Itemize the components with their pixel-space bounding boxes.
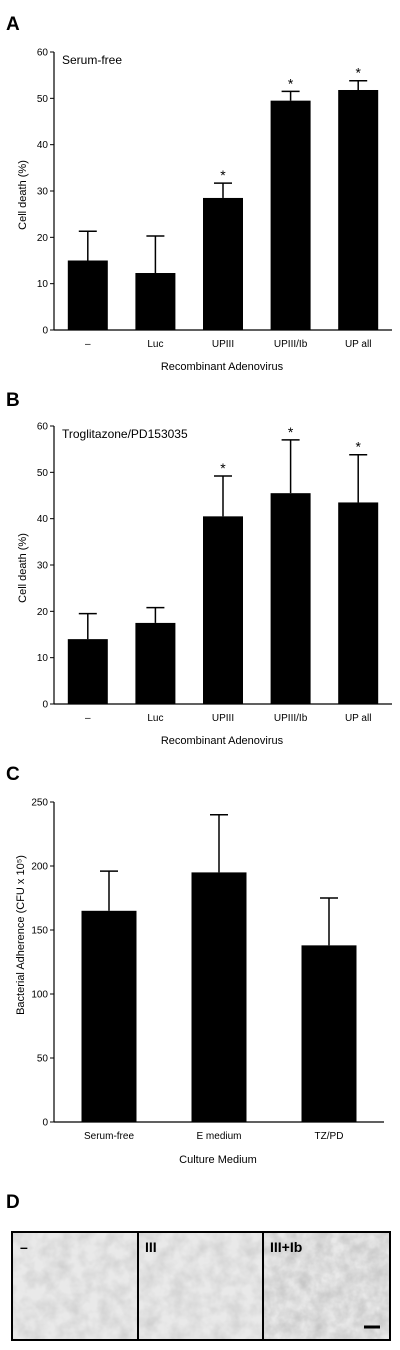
chart-c-x-label: Culture Medium: [179, 1154, 257, 1166]
chart-b: Troglitazone/PD153035 Cell death (%) Rec…: [17, 422, 392, 747]
chart-a-x-tick-label: Luc: [147, 339, 163, 350]
chart-a-bar: [270, 100, 311, 331]
chart-b-y-label: Cell death (%): [17, 533, 29, 603]
chart-b-y-tick-label: 30: [37, 561, 49, 572]
chart-c-x-tick-label: E medium: [196, 1131, 241, 1142]
chart-b-significance-marker: *: [355, 439, 361, 455]
chart-b-significance-marker: *: [220, 460, 226, 476]
chart-c-y-tick-label: 250: [31, 798, 48, 809]
chart-b-bar: [270, 493, 311, 704]
chart-c-y-tick-label: 0: [42, 1118, 48, 1129]
chart-a-y-label: Cell death (%): [17, 160, 29, 230]
chart-a-x-tick-label: UPIII/Ib: [274, 339, 308, 350]
chart-a: Serum-free Cell death (%) Recombinant Ad…: [17, 48, 392, 373]
chart-a-y-tick-label: 60: [37, 48, 49, 59]
micrograph-label-iii: III: [145, 1239, 157, 1255]
micrograph-strip: – III III+Ib: [11, 1231, 391, 1341]
chart-b-x-tick-label: –: [85, 713, 91, 724]
chart-a-y-tick-label: 50: [37, 94, 49, 105]
panel-label-d: D: [6, 1192, 20, 1213]
chart-a-bar: [135, 273, 176, 330]
chart-a-y-tick-label: 0: [42, 326, 48, 337]
chart-a-y-tick-label: 20: [37, 233, 49, 244]
chart-b-y-tick-label: 0: [42, 700, 48, 711]
chart-c-bar: [191, 872, 247, 1122]
chart-c-y-tick-label: 100: [31, 990, 48, 1001]
chart-a-y-tick-label: 30: [37, 187, 49, 198]
chart-b-y-tick-label: 20: [37, 607, 49, 618]
panel-label-c: C: [6, 764, 20, 785]
chart-a-y-tick-label: 40: [37, 140, 49, 151]
chart-a-significance-marker: *: [355, 65, 361, 81]
panel-label-a: A: [6, 14, 20, 35]
chart-b-title: Troglitazone/PD153035: [62, 427, 188, 441]
chart-c-y-tick-label: 50: [37, 1054, 49, 1065]
panel-label-b: B: [6, 390, 20, 411]
chart-b-bar: [67, 639, 108, 704]
chart-a-x-tick-label: –: [85, 339, 91, 350]
chart-b-x-tick-label: UPIII/Ib: [274, 713, 308, 724]
micrograph-label-iii-ib: III+Ib: [270, 1239, 302, 1255]
chart-b-bar: [338, 502, 379, 704]
chart-c-y-label: Bacterial Adherence (CFU x 10⁵): [15, 855, 27, 1015]
chart-a-x-label: Recombinant Adenovirus: [161, 361, 284, 373]
chart-b-x-tick-label: UPIII: [212, 713, 234, 724]
chart-c-x-tick-label: TZ/PD: [315, 1131, 344, 1142]
micrograph-label-control: –: [20, 1239, 28, 1255]
chart-b-bar: [203, 516, 243, 704]
chart-a-bar: [338, 89, 379, 330]
chart-b-x-label: Recombinant Adenovirus: [161, 735, 284, 747]
chart-b-y-tick-label: 40: [37, 514, 49, 525]
chart-b-y-tick-label: 50: [37, 468, 49, 479]
chart-a-x-tick-label: UP all: [345, 339, 372, 350]
chart-a-bar: [203, 197, 243, 330]
chart-c-y-tick-label: 150: [31, 926, 48, 937]
chart-a-significance-marker: *: [220, 167, 226, 183]
chart-b-x-tick-label: UP all: [345, 713, 372, 724]
chart-a-significance-marker: *: [288, 75, 294, 91]
chart-b-x-tick-label: Luc: [147, 713, 163, 724]
chart-a-title: Serum-free: [62, 53, 122, 67]
chart-b-bar: [135, 622, 176, 704]
chart-a-y-tick-label: 10: [37, 279, 49, 290]
chart-c-bar: [81, 910, 137, 1122]
chart-c: Bacterial Adherence (CFU x 10⁵) Culture …: [15, 798, 384, 1166]
micrograph-texture-dark: [263, 1233, 389, 1339]
chart-a-bar: [67, 260, 108, 330]
chart-b-y-tick-label: 10: [37, 653, 49, 664]
chart-b-y-tick-label: 60: [37, 422, 49, 433]
chart-c-y-tick-label: 200: [31, 862, 48, 873]
chart-c-bar: [301, 945, 357, 1122]
chart-a-x-tick-label: UPIII: [212, 339, 234, 350]
chart-c-x-tick-label: Serum-free: [84, 1131, 134, 1142]
chart-b-significance-marker: *: [288, 424, 294, 440]
